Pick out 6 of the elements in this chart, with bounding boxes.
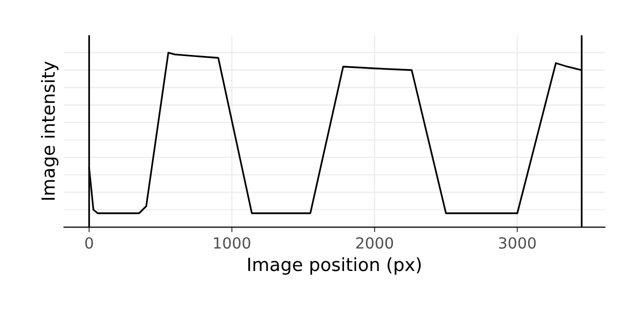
y-axis-title: Image intensity bbox=[40, 61, 58, 200]
x-tick-label: 0 bbox=[85, 237, 93, 249]
x-tick-label: 2000 bbox=[356, 237, 394, 249]
x-tick-label: 3000 bbox=[499, 237, 536, 249]
x-tick-label: 1000 bbox=[214, 237, 250, 249]
x-axis-title: Image position (px) bbox=[248, 257, 421, 275]
